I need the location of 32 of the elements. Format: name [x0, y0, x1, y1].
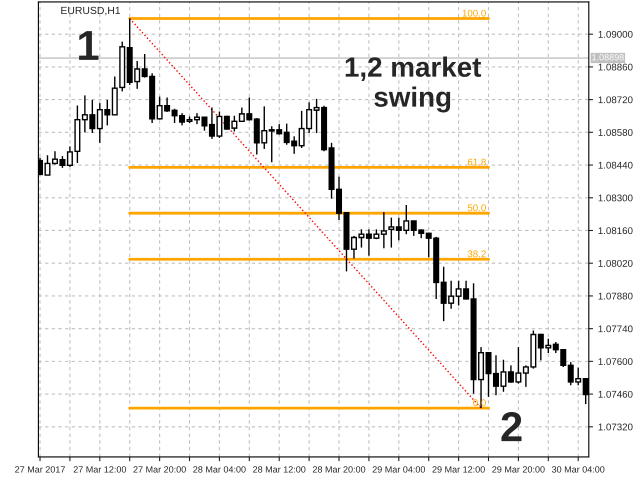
x-tick-label: 30 Mar 04:00	[552, 466, 604, 473]
x-tick-label: 27 Mar 20:00	[133, 466, 186, 473]
y-tick-label: 1.08020	[598, 260, 633, 267]
y-tick-label: 1.09000	[598, 30, 633, 38]
annotation: 1	[79, 31, 98, 60]
x-tick-label: 28 Mar 20:00	[312, 466, 366, 473]
y-tick-label: 1.08160	[598, 227, 633, 234]
y-tick-label: 1.07460	[598, 390, 633, 398]
annotation: 2	[501, 412, 522, 442]
x-tick-label: 27 Mar 2017	[15, 466, 65, 473]
annotation: 1,2 market swing	[346, 56, 482, 112]
x-tick-label: 28 Mar 04:00	[193, 466, 246, 473]
y-tick-label: 1.08580	[598, 129, 633, 136]
chart-title: EURUSD,H1	[61, 6, 120, 16]
x-tick-label: 28 Mar 12:00	[253, 466, 306, 473]
series-label: 38.2	[468, 250, 486, 258]
x-tick-label: 29 Mar 20:00	[492, 466, 545, 473]
x-tick-label: 27 Mar 12:00	[74, 466, 126, 473]
y-tick-label: 1.08720	[598, 96, 633, 104]
y-tick-label: 1.07880	[598, 292, 633, 300]
y-tick-label: 1.07740	[598, 325, 633, 332]
y-tick-label: 1.07320	[598, 424, 633, 430]
y-tick-label: 1.07600	[598, 358, 633, 365]
y-tick-label: 1.08440	[598, 162, 633, 169]
ref-line-label: 1.08898	[592, 54, 624, 60]
x-tick-label: 29 Mar 04:00	[372, 466, 426, 473]
y-tick-label: 1.08860	[598, 64, 633, 71]
y-tick-label: 1.08300	[598, 194, 633, 202]
series-label: 100.0	[462, 10, 486, 17]
series-label: 50.0	[468, 204, 486, 212]
series-label: 61.8	[468, 158, 486, 166]
x-tick-label: 29 Mar 12:00	[432, 466, 485, 473]
